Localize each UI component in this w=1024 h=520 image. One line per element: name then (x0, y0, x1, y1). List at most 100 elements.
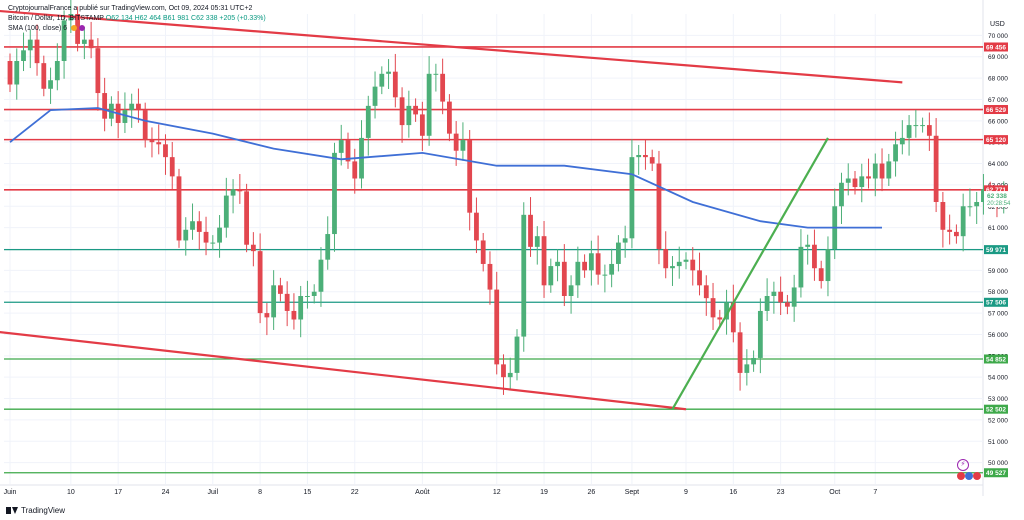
candle (399, 97, 405, 126)
brand-name: TradingView (21, 506, 66, 515)
candle (142, 110, 148, 141)
candle (501, 364, 506, 378)
candle (703, 285, 709, 299)
y-tick-label: 56 000 (988, 332, 1008, 339)
x-tick-label: Juin (4, 489, 17, 496)
candle (616, 242, 621, 264)
level-label: 69 456 (986, 44, 1006, 51)
x-tick-label: 9 (684, 489, 688, 496)
x-tick-label: 26 (587, 489, 595, 496)
candle (386, 71, 391, 74)
candle (332, 152, 337, 235)
candle (419, 114, 425, 136)
event-icon[interactable] (79, 25, 86, 32)
candle (825, 249, 831, 282)
candle (41, 63, 47, 89)
candle (122, 110, 128, 123)
candle (974, 202, 980, 207)
candle (250, 244, 256, 252)
candle (183, 229, 189, 241)
candle (785, 302, 790, 307)
y-tick-label: 52 000 (988, 417, 1008, 424)
candle (514, 336, 520, 373)
y-tick-label: 64 000 (988, 161, 1008, 168)
flag-icon[interactable] (957, 472, 965, 480)
y-tick-label: 70 000 (988, 33, 1008, 40)
x-tick-label: Sept (625, 489, 639, 496)
candle (34, 39, 40, 64)
symbol-row: Bitcoin / Dollar, 1D, BITSTAMP O62 134 H… (8, 14, 266, 24)
trendlines (0, 9, 903, 411)
candle (474, 212, 479, 241)
candle (771, 291, 777, 296)
x-tick-label: 16 (729, 489, 737, 496)
candle (872, 163, 878, 179)
y-tick-label: 53 000 (988, 396, 1008, 403)
candle (136, 103, 141, 111)
level-label-bg (984, 404, 1008, 414)
candle (88, 39, 94, 49)
candles (7, 0, 1007, 395)
candle (663, 249, 669, 269)
y-tick-label: 58 000 (988, 289, 1008, 296)
candle (426, 73, 432, 136)
legend: CryptojournalFrance a publié sur Trading… (8, 4, 266, 34)
candle (981, 189, 986, 202)
candle (163, 144, 168, 158)
candle (406, 105, 412, 126)
candle (338, 140, 344, 153)
price-axis-bg (983, 0, 1024, 520)
candle (717, 317, 723, 320)
candle (629, 157, 635, 239)
candle (595, 253, 601, 275)
candle (737, 332, 743, 373)
candle (230, 189, 236, 196)
candle (392, 71, 398, 98)
candle (264, 313, 270, 318)
countdown-label: 20:28:54 (987, 201, 1011, 207)
candle (764, 296, 770, 311)
flag-icon[interactable] (71, 25, 78, 32)
candle (311, 291, 317, 296)
lightning-icon[interactable]: ⚡ (957, 459, 969, 471)
level-label: 57 506 (986, 300, 1006, 307)
x-tick-label: Juil (208, 489, 219, 496)
candle (588, 253, 594, 271)
candle (555, 261, 560, 267)
y-tick-label: 54 000 (988, 375, 1008, 382)
candle (636, 155, 642, 158)
level-label: 65 120 (986, 137, 1006, 144)
candle (818, 268, 824, 282)
x-tick-label: Oct (829, 489, 840, 496)
candle (839, 182, 844, 207)
flag-icon[interactable] (965, 472, 973, 480)
horizontal-levels (4, 46, 983, 474)
candle (757, 310, 763, 358)
level-label-bg (984, 245, 1008, 255)
candle (149, 140, 155, 143)
indicator-row: SMA (100, close) 6 (8, 24, 266, 34)
level-label: 52 502 (986, 407, 1006, 414)
candle (54, 61, 60, 81)
sma-100-line (9, 107, 882, 229)
flag-icon[interactable] (973, 472, 981, 480)
candle (379, 73, 385, 87)
level-label: 54 852 (986, 356, 1006, 363)
tradingview-logo-icon (6, 506, 18, 515)
candle (791, 287, 797, 307)
candle (372, 86, 378, 106)
level-label-bg (984, 135, 1008, 145)
candle (643, 155, 648, 158)
y-tick-label: 62 000 (988, 204, 1008, 211)
level-labels: 69 456 66 529 65 120 62 771 59 971 57 506 54 8… (984, 42, 1014, 478)
candle (210, 242, 216, 244)
candle (582, 261, 587, 271)
level-label: 59 971 (986, 247, 1006, 254)
candle (480, 240, 486, 264)
candle (27, 39, 33, 51)
candle (751, 357, 756, 365)
ohlc-values: O62 134 H62 464 B61 981 C62 338 +205 (+0… (105, 15, 266, 22)
candle (325, 234, 331, 260)
candle (812, 244, 817, 269)
